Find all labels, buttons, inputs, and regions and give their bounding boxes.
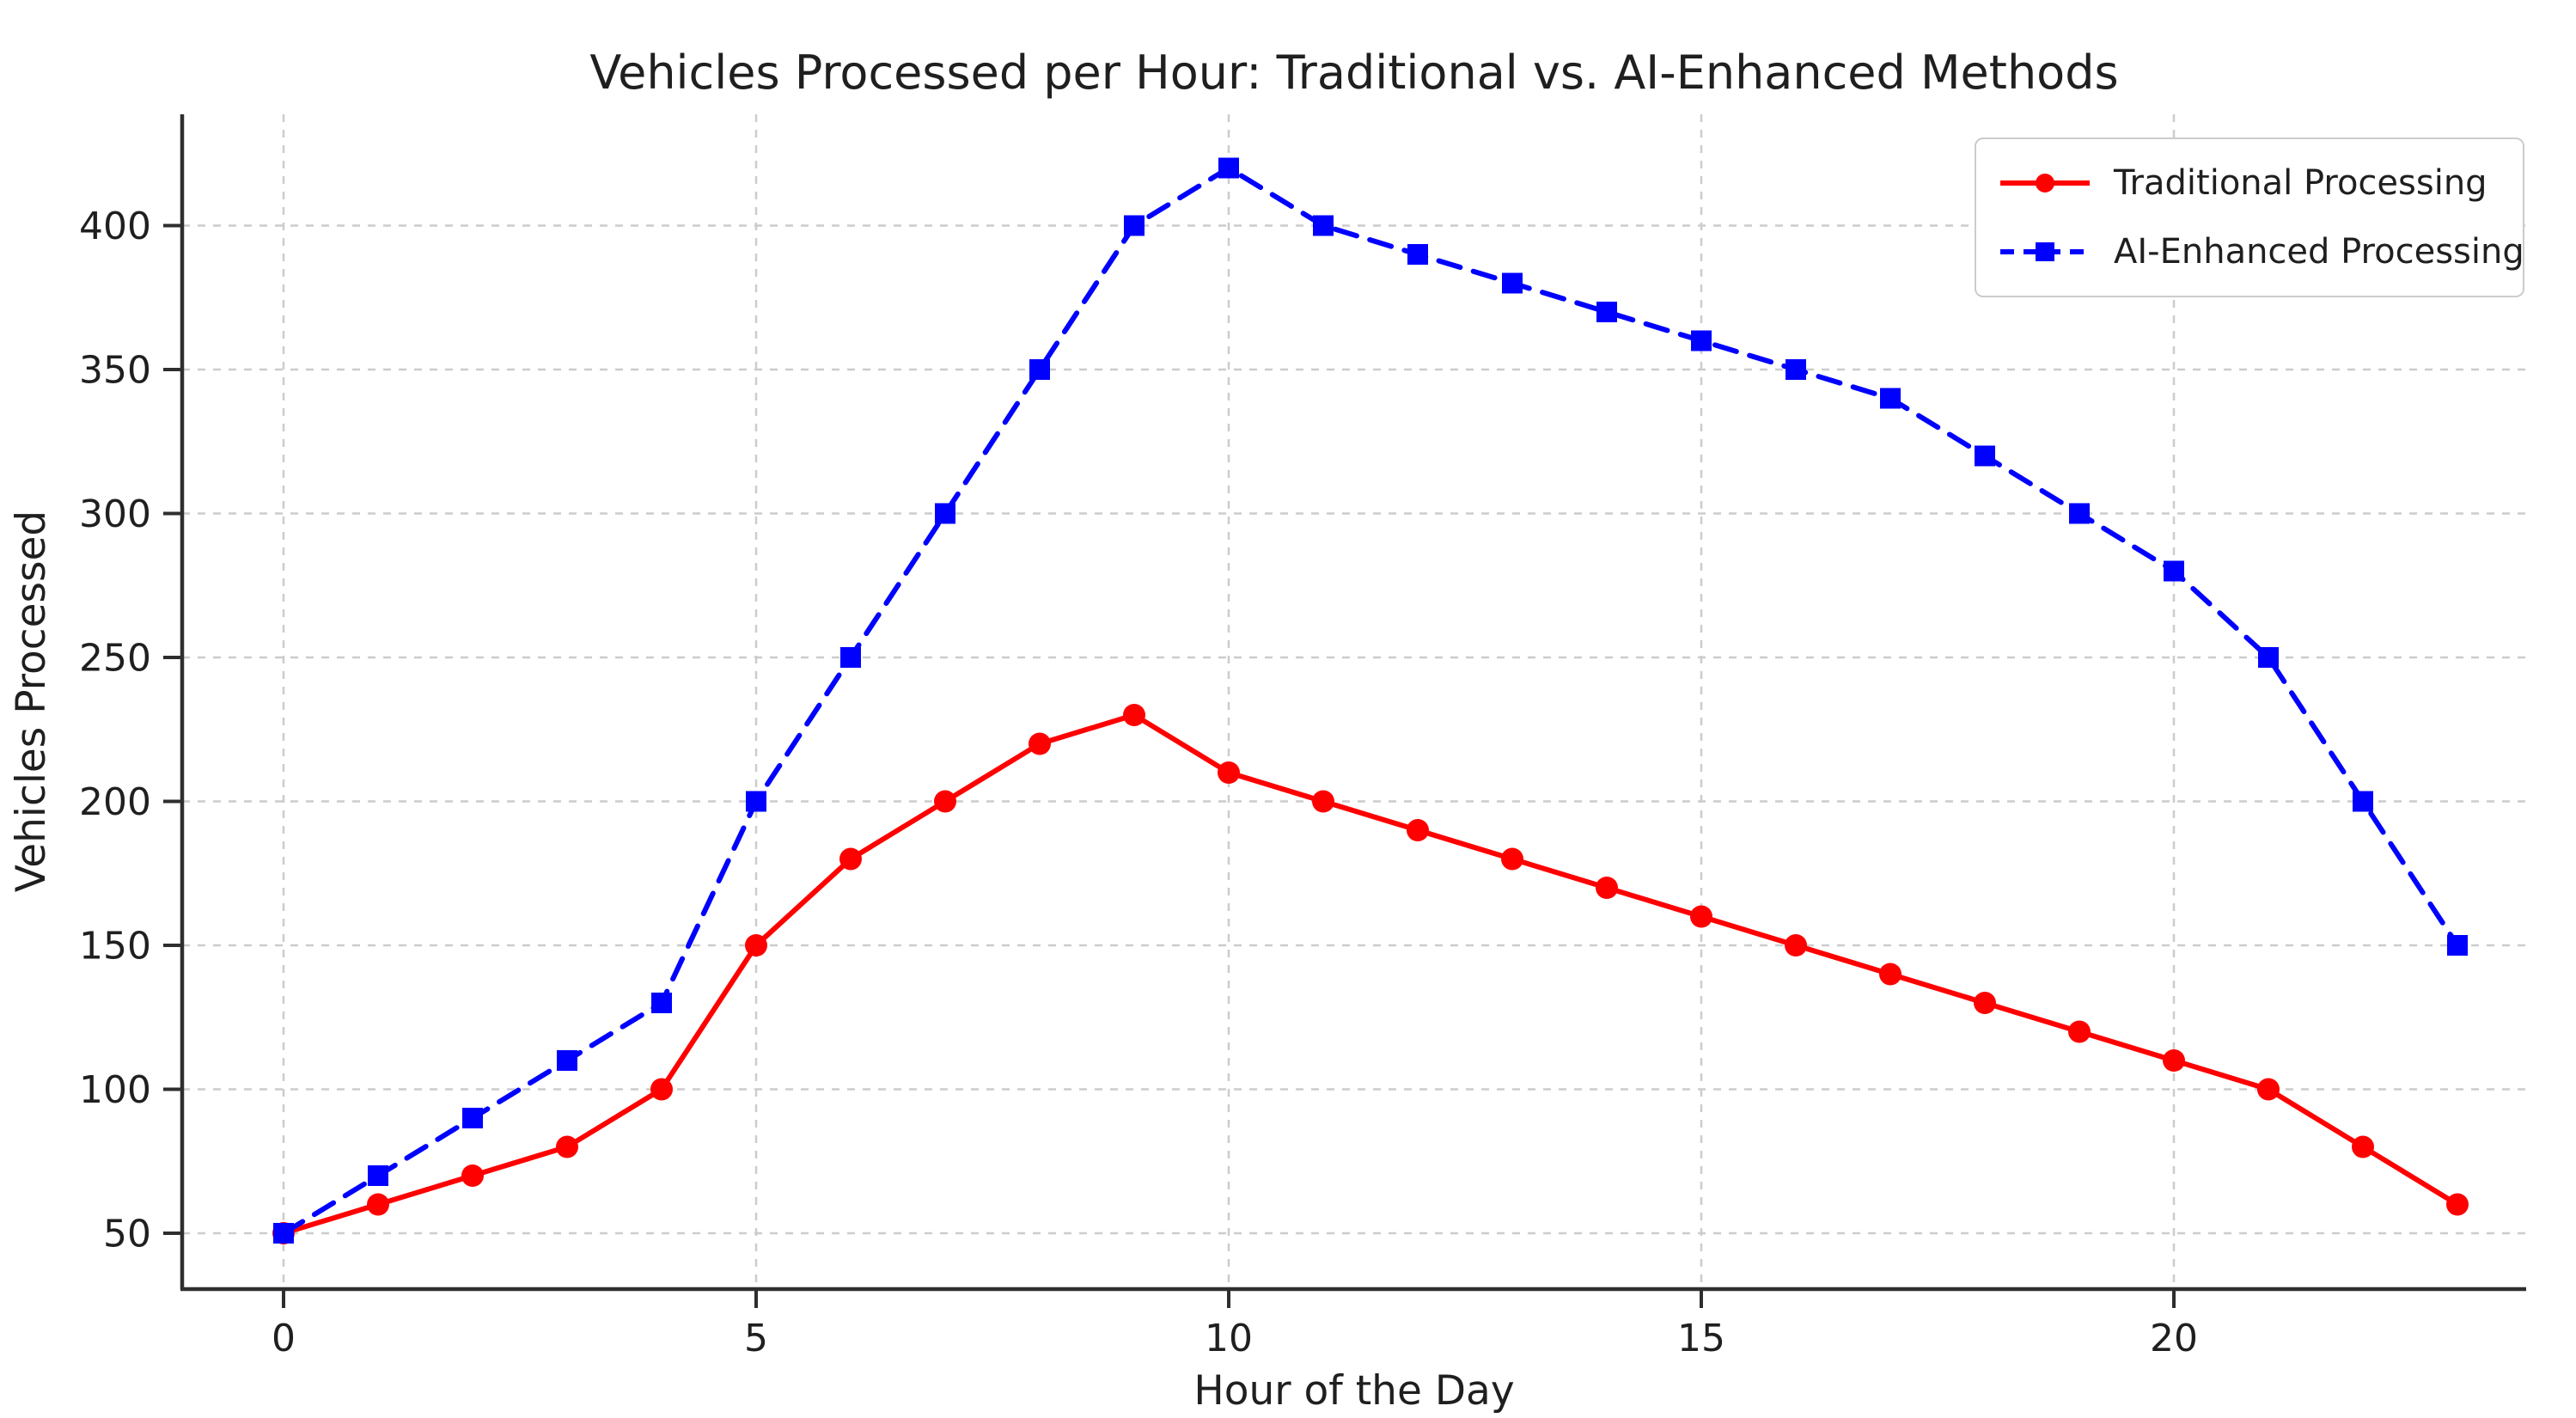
traditional-line — [281, 712, 2460, 1236]
y-tick-label: 400 — [79, 205, 151, 248]
traditional-data-point — [2446, 1193, 2469, 1216]
y-tick-label: 250 — [79, 636, 151, 680]
y-tick-label: 350 — [79, 348, 151, 392]
series-layer — [272, 157, 2469, 1244]
y-tick-label: 100 — [79, 1068, 151, 1112]
ai-data-point — [1785, 359, 1806, 380]
traditional-data-point — [1596, 877, 1618, 899]
traditional-data-point — [745, 934, 767, 957]
y-axis-label: Vehicles Processed — [8, 510, 55, 893]
traditional-data-point — [1974, 992, 1996, 1014]
traditional-data-point — [650, 1078, 673, 1101]
traditional-data-point — [556, 1135, 578, 1158]
traditional-data-point — [367, 1193, 389, 1216]
traditional-data-point — [2257, 1078, 2280, 1101]
ai-dashed-line-icon — [2000, 242, 2090, 261]
traditional-data-point — [461, 1164, 484, 1187]
ai-data-point — [1880, 388, 1901, 409]
x-tick-label: 0 — [272, 1317, 296, 1360]
ai-data-point — [368, 1165, 388, 1186]
y-tick-label: 50 — [103, 1212, 151, 1256]
ai-data-point — [462, 1108, 483, 1128]
traditional-data-point — [1785, 934, 1807, 957]
ai-data-point — [1596, 302, 1617, 322]
x-axis-label: Hour of the Day — [1193, 1367, 1514, 1415]
x-tick-label: 20 — [2150, 1317, 2198, 1360]
legend: Traditional Processing AI-Enhanced Proce… — [1975, 138, 2524, 297]
ai-data-point — [2447, 935, 2468, 956]
ai-data-point — [1029, 359, 1050, 380]
ai-data-point — [840, 647, 861, 668]
ai-data-point — [935, 503, 955, 524]
ai-data-point — [1218, 157, 1239, 179]
traditional-data-point — [1312, 790, 1334, 813]
legend-item-traditional: Traditional Processing — [1997, 153, 2523, 213]
ai-line — [281, 165, 2460, 1236]
traditional-data-point — [1218, 761, 1240, 784]
ai-data-point — [1124, 215, 1145, 236]
ai-data-point — [273, 1223, 294, 1244]
legend-label-ai: AI-Enhanced Processing — [2114, 232, 2524, 272]
legend-item-ai: AI-Enhanced Processing — [1997, 222, 2524, 282]
ai-data-point — [651, 993, 672, 1013]
legend-label-traditional: Traditional Processing — [2114, 163, 2487, 203]
ai-data-point — [2069, 503, 2090, 524]
traditional-data-point — [1501, 847, 1523, 871]
traditional-data-point — [839, 847, 862, 871]
traditional-data-point — [1879, 963, 1901, 986]
ai-data-point — [1691, 330, 1712, 351]
traditional-data-point — [1407, 819, 1429, 841]
axes-layer: 50 100 150 200 250 300 350 400 0 5 10 15 20 — [79, 114, 2526, 1360]
ai-data-point — [557, 1050, 577, 1071]
x-tick-label: 15 — [1677, 1317, 1725, 1360]
traditional-data-point — [2068, 1020, 2091, 1043]
traditional-data-point — [934, 790, 956, 813]
ai-data-point — [1975, 445, 1995, 467]
traditional-data-point — [1029, 732, 1051, 755]
y-tick-label: 150 — [79, 924, 151, 968]
y-tick-label: 300 — [79, 492, 151, 536]
x-tick-label: 10 — [1205, 1317, 1253, 1360]
ai-data-point — [2258, 647, 2279, 668]
traditional-data-point — [1690, 905, 1712, 928]
ai-data-point — [1502, 272, 1523, 294]
x-tick-label: 5 — [744, 1317, 768, 1360]
traditional-data-point — [2163, 1049, 2185, 1072]
ai-data-point — [2353, 791, 2373, 812]
ai-data-point — [2164, 560, 2184, 582]
chart-title: Vehicles Processed per Hour: Traditional… — [589, 46, 2118, 100]
traditional-line-icon — [2000, 174, 2090, 193]
ai-data-point — [1407, 244, 1428, 265]
traditional-data-point — [1123, 704, 1145, 726]
traditional-data-point — [2352, 1135, 2374, 1158]
ai-data-point — [1313, 215, 1334, 236]
ai-data-point — [746, 791, 766, 812]
y-tick-label: 200 — [79, 780, 151, 824]
